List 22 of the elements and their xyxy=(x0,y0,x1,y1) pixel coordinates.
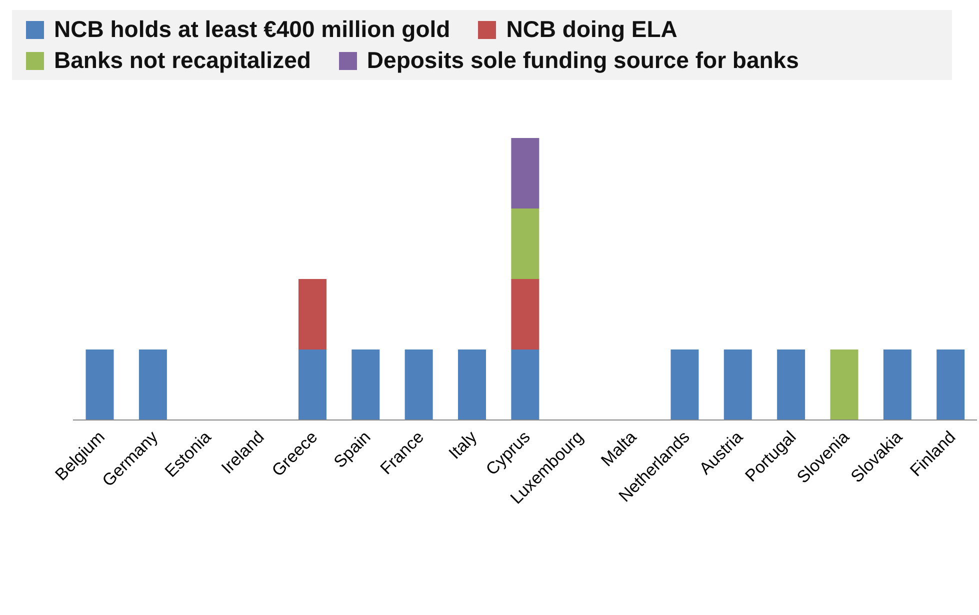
bar xyxy=(511,279,540,350)
bar xyxy=(936,350,965,420)
x-tick-label: Italy xyxy=(445,427,481,463)
legend-label: NCB doing ELA xyxy=(506,16,678,43)
bar xyxy=(670,350,699,420)
bar xyxy=(830,350,858,420)
bar xyxy=(138,350,167,420)
legend-label: Banks not recapitalized xyxy=(54,47,311,74)
legend-label: NCB holds at least €400 million gold xyxy=(54,16,450,43)
legend-label: Deposits sole funding source for banks xyxy=(366,47,799,74)
bar xyxy=(86,350,114,420)
bar xyxy=(724,350,752,420)
bar xyxy=(511,208,540,279)
bar xyxy=(511,350,540,420)
bar xyxy=(458,350,486,420)
bar xyxy=(511,138,540,208)
bar xyxy=(777,350,806,420)
bar xyxy=(298,279,326,350)
bar xyxy=(352,350,380,420)
bar xyxy=(883,350,912,420)
bar xyxy=(404,350,433,420)
bar xyxy=(298,350,326,420)
